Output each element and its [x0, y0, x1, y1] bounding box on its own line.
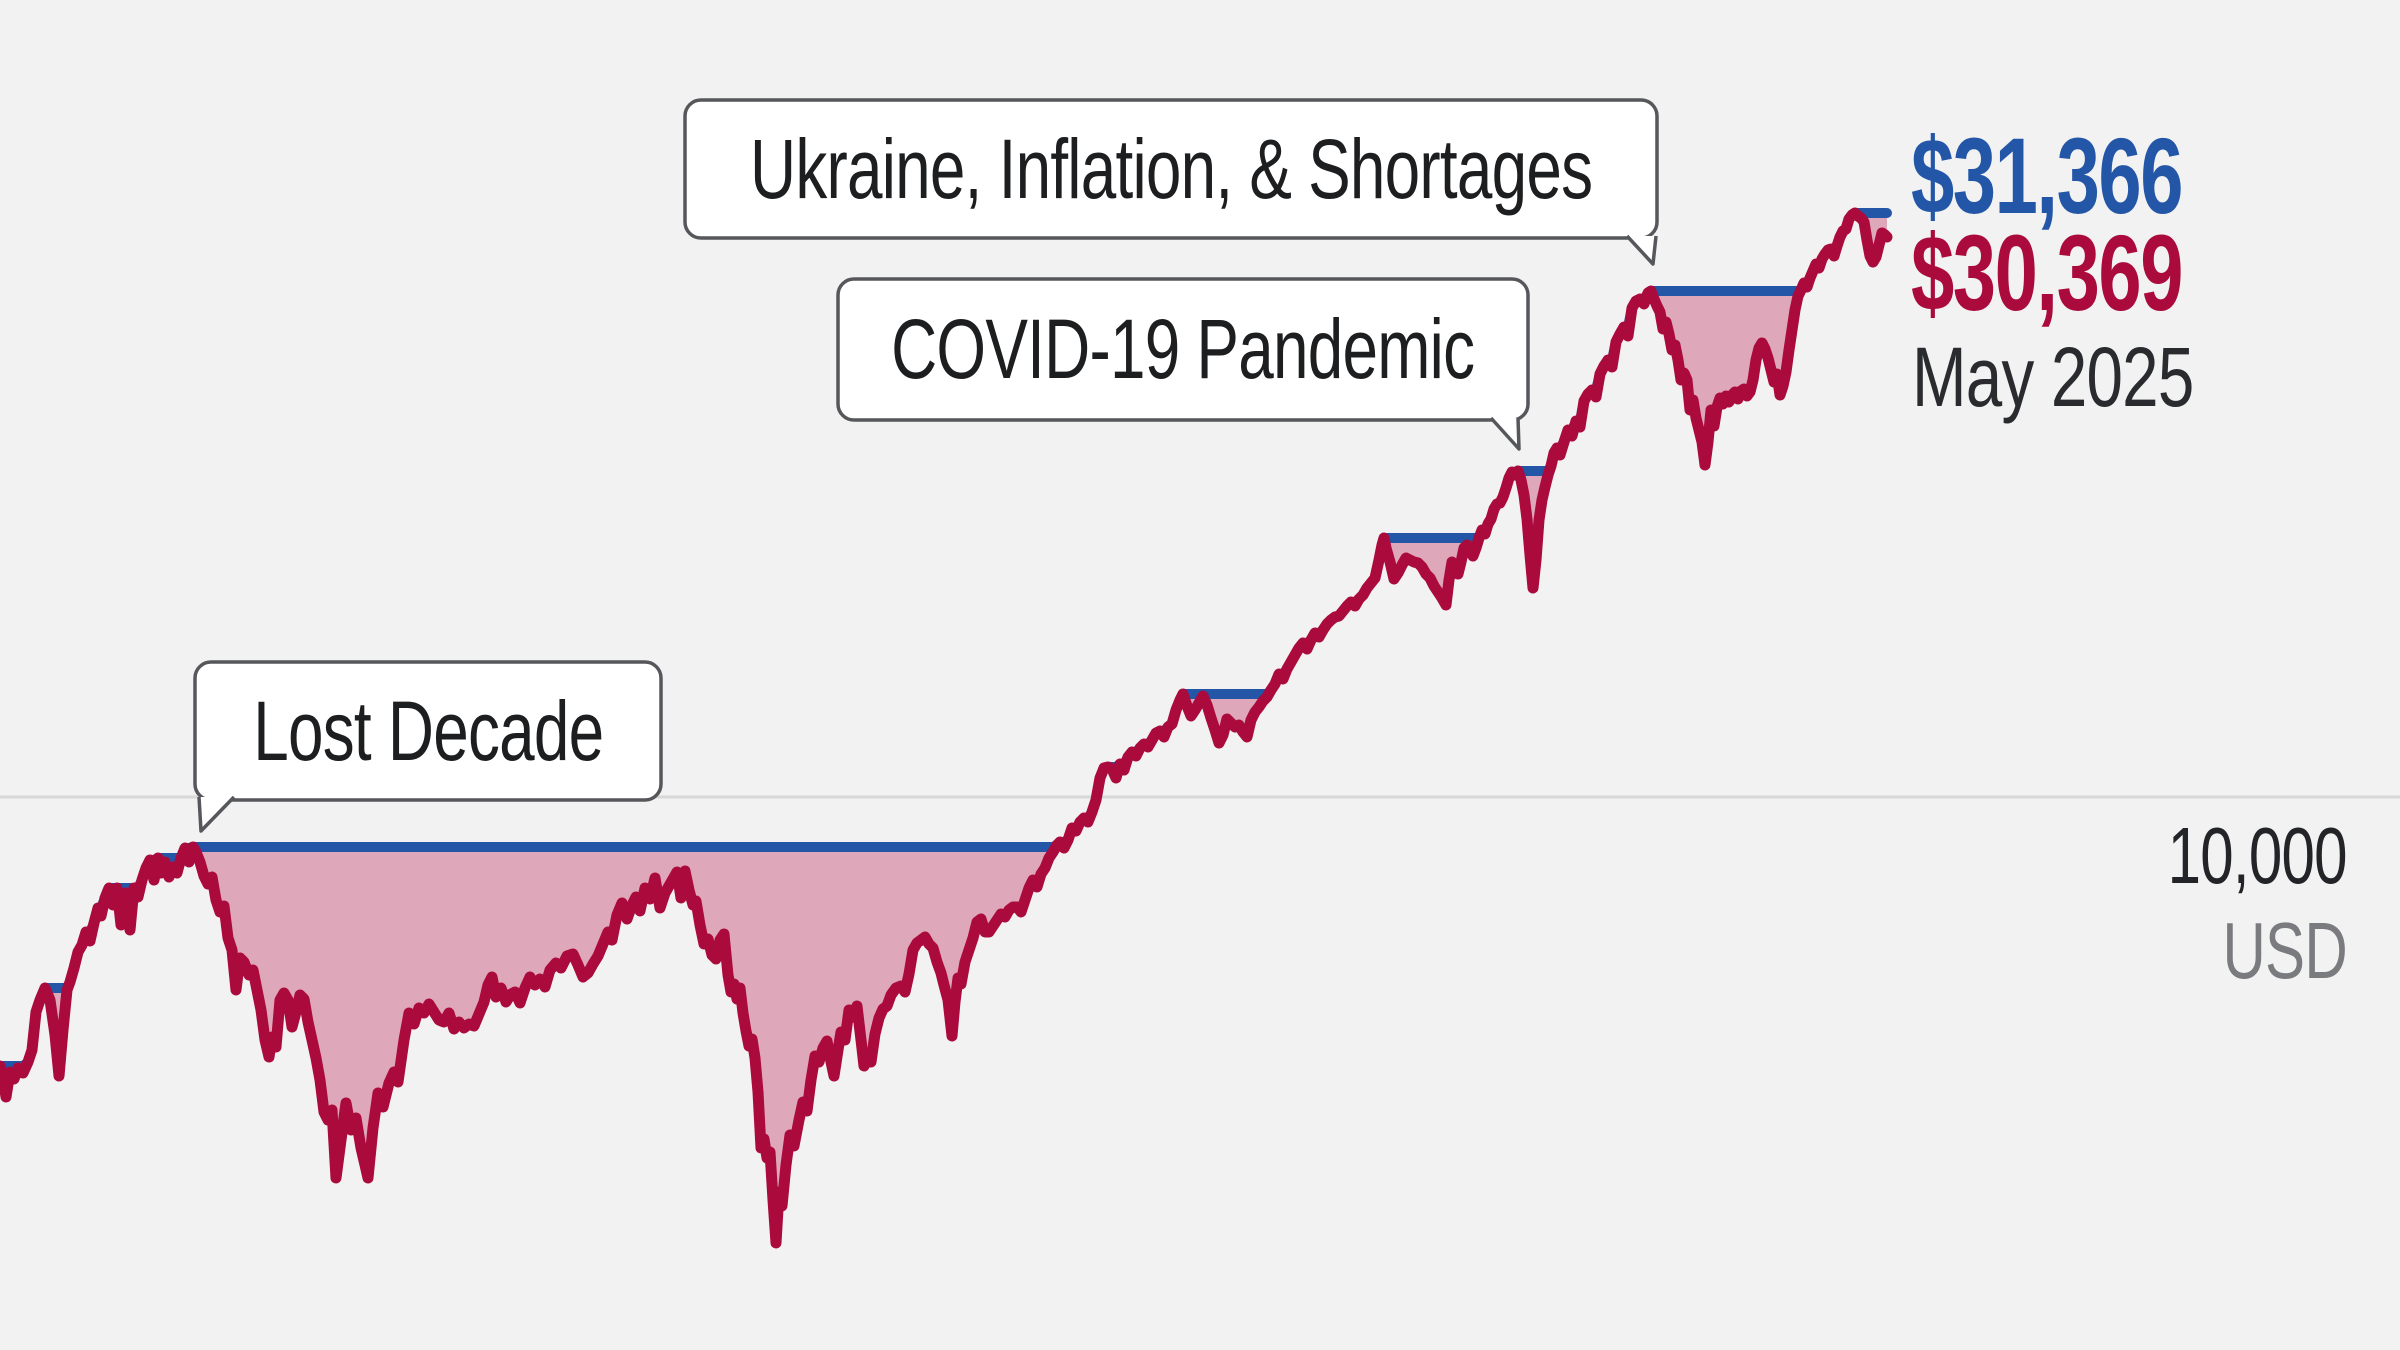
callout-text-covid: COVID-19 Pandemic: [891, 302, 1475, 396]
callout-label-covid: COVID-19 Pandemic: [838, 279, 1528, 420]
callout-box-ukraine: [683, 98, 1659, 240]
callout-tail-covid: [1489, 416, 1521, 451]
callout-label-ukraine: Ukraine, Inflation, & Shortages: [685, 100, 1657, 238]
drawdown-area-fill: [0, 213, 1887, 1243]
callout-label-lost-decade: Lost Decade: [195, 662, 661, 800]
current-value-label: $30,369: [1911, 212, 2183, 333]
axis-unit-usd: USD: [2222, 906, 2348, 995]
as-of-date-label: May 2025: [1912, 330, 2194, 424]
peak-value-label: $31,366: [1911, 115, 2183, 236]
callout-shapes: [193, 98, 1659, 833]
axis-tick-10000: 10,000: [2167, 811, 2348, 900]
callout-text-lost-decade: Lost Decade: [252, 683, 604, 778]
callout-box-covid: [836, 277, 1530, 422]
callout-tail-lost-decade: [197, 795, 236, 833]
value-line: [0, 207, 1893, 1249]
callout-box-lost-decade: [193, 660, 663, 802]
callout-text-ukraine: Ukraine, Inflation, & Shortages: [749, 121, 1593, 216]
callout-tail-ukraine: [1625, 234, 1658, 266]
